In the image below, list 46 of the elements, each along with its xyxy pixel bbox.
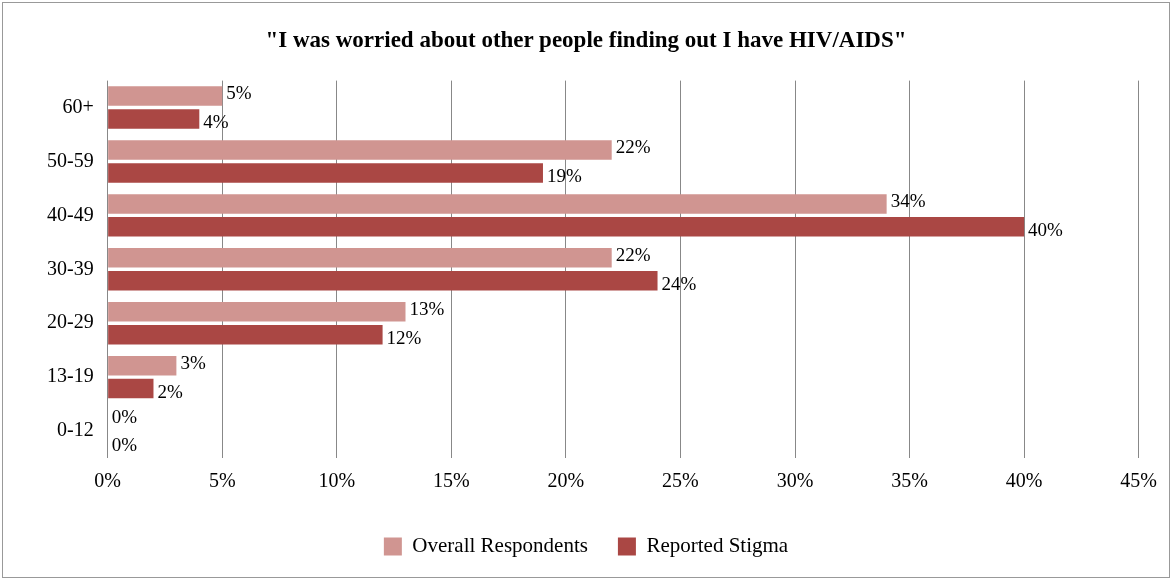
bar xyxy=(108,86,223,106)
bar xyxy=(108,302,406,322)
data-label: 3% xyxy=(180,351,206,373)
data-label: 12% xyxy=(386,326,422,348)
bar xyxy=(108,378,154,399)
bar xyxy=(108,248,612,268)
bar xyxy=(108,217,1025,237)
data-label: 40% xyxy=(1028,218,1064,240)
bar xyxy=(108,140,612,160)
bar xyxy=(108,271,658,291)
y-tick-label: 50-59 xyxy=(46,148,94,171)
bar xyxy=(108,109,200,129)
data-label: 0% xyxy=(111,434,138,456)
data-label: 4% xyxy=(203,111,229,132)
y-tick-label: 0-12 xyxy=(56,418,94,441)
x-tick-label: 0% xyxy=(94,469,121,492)
data-label: 24% xyxy=(661,272,697,294)
bar xyxy=(108,163,543,183)
y-tick-label: 20-29 xyxy=(46,310,94,333)
x-tick-label: 30% xyxy=(776,469,814,492)
y-tick-label: 13-19 xyxy=(46,364,94,387)
y-tick-label: 60+ xyxy=(62,94,94,117)
bar xyxy=(108,324,383,345)
data-label: 5% xyxy=(226,82,252,104)
data-label: 0% xyxy=(111,405,138,427)
y-tick-label: 30-39 xyxy=(46,256,94,279)
x-tick-label: 20% xyxy=(547,469,585,492)
data-label: 13% xyxy=(409,297,445,319)
x-tick-label: 25% xyxy=(662,469,699,492)
data-label: 22% xyxy=(615,136,651,157)
y-tick-label: 40-49 xyxy=(46,202,94,225)
chart-title: "I was worried about other people finding out I have HIV/AIDS" xyxy=(265,26,907,52)
data-label: 19% xyxy=(546,164,582,186)
bar xyxy=(108,194,887,214)
x-tick-label: 5% xyxy=(208,469,236,492)
bar xyxy=(108,355,177,376)
legend-label: Reported Stigma xyxy=(646,533,789,558)
legend-label: Overall Respondents xyxy=(412,533,588,558)
data-label: 2% xyxy=(157,380,183,402)
x-tick-label: 45% xyxy=(1120,469,1158,492)
data-label: 22% xyxy=(615,243,651,265)
x-tick-label: 15% xyxy=(432,469,470,492)
x-tick-label: 10% xyxy=(318,469,356,492)
x-tick-label: 40% xyxy=(1005,469,1043,492)
data-label: 34% xyxy=(890,189,926,211)
x-tick-label: 35% xyxy=(891,469,928,492)
